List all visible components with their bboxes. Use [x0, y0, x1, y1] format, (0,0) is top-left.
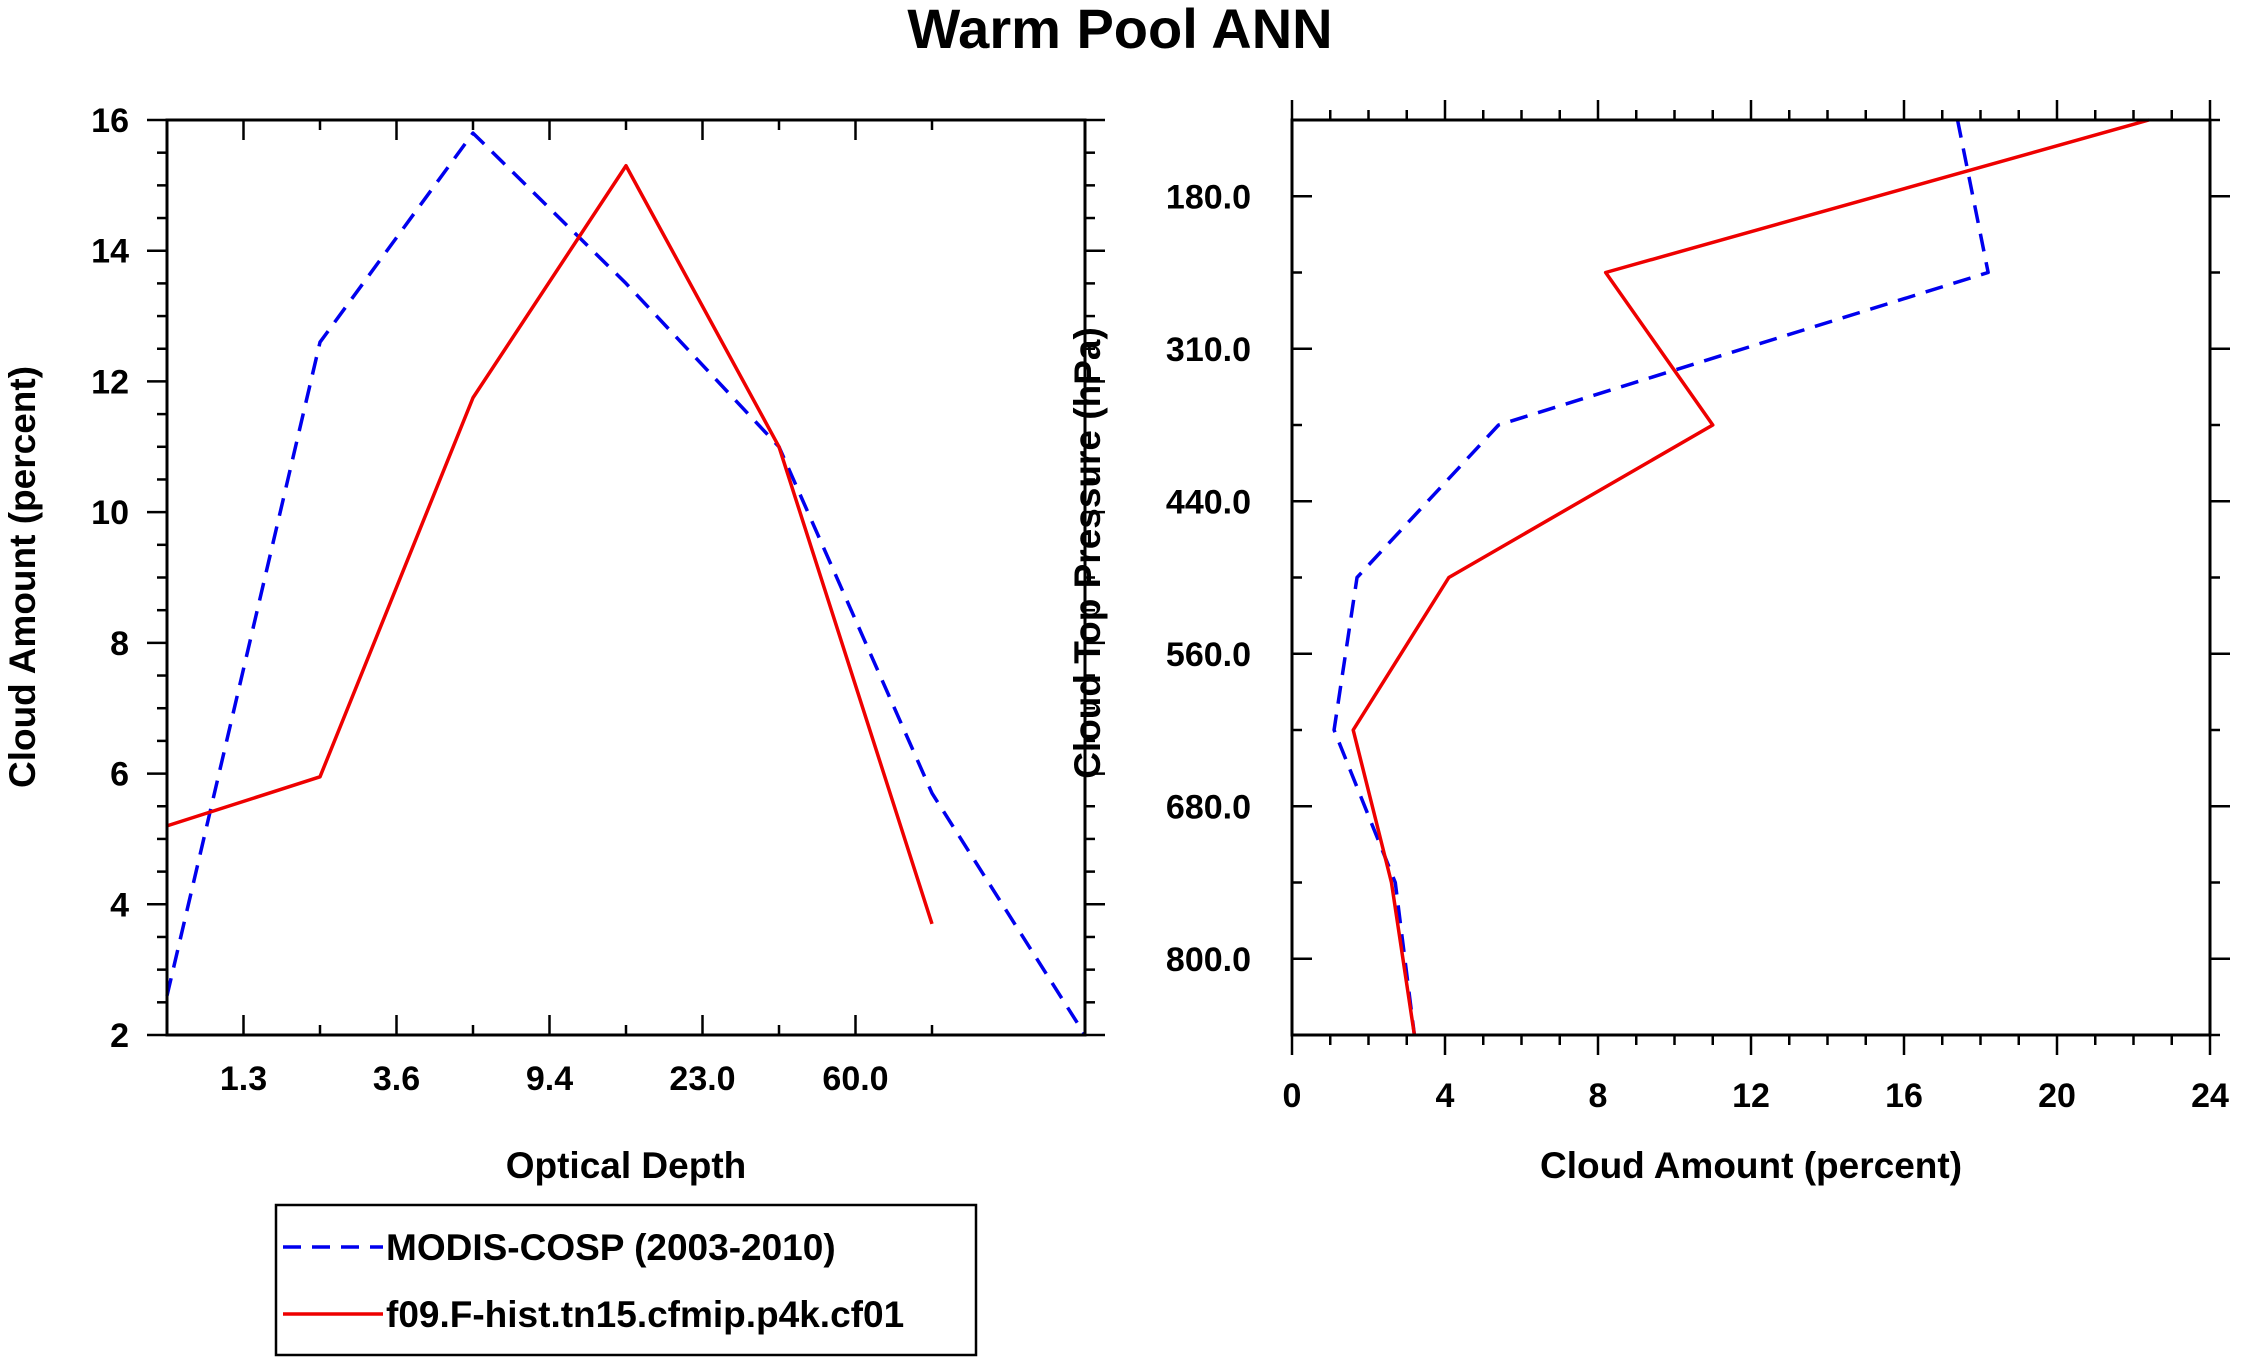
right-x-tick-label: 0 [1283, 1077, 1302, 1115]
left-y-tick-label: 10 [91, 494, 129, 532]
left-y-tick-label: 12 [91, 363, 129, 401]
legend-box [274, 1203, 978, 1357]
right-y-tick-label: 680.0 [1166, 788, 1251, 826]
left-plot: 1.3 3.6 9.4 23.0 60.0 2 4 6 8 10 12 14 16 Optical De… [2, 102, 1105, 1186]
right-x-tick-label: 20 [2038, 1077, 2076, 1115]
right-y-tick-label: 440.0 [1166, 483, 1251, 521]
right-plot-frame [1290, 118, 2212, 1037]
right-series-modis-line [1332, 119, 1990, 1036]
left-ticks-layer: 1.3 3.6 9.4 23.0 60.0 2 4 6 8 10 12 14 16 [91, 102, 1105, 1098]
right-y-tick-label: 560.0 [1166, 636, 1251, 674]
left-x-tick-label: 3.6 [373, 1060, 420, 1098]
right-y-tick-label: 800.0 [1166, 941, 1251, 979]
left-series-model-line [166, 164, 934, 925]
left-x-tick-label: 60.0 [822, 1060, 888, 1098]
right-series-model-line [1351, 118, 2150, 1036]
right-y-tick-label: 180.0 [1166, 178, 1251, 216]
left-plot-frame [165, 118, 1087, 1037]
left-x-axis-label: Optical Depth [506, 1145, 747, 1186]
left-x-tick-label: 9.4 [526, 1060, 573, 1098]
left-y-tick-label: 16 [91, 102, 129, 140]
right-ticks-layer: 0 4 8 12 16 20 24 180.0 310.0 440.0 560.0 680.0 800.… [1166, 100, 2230, 1115]
right-y-tick-label: 310.0 [1166, 331, 1251, 369]
left-x-tick-label: 1.3 [220, 1060, 267, 1098]
left-y-tick-label: 8 [110, 625, 129, 663]
right-plot: 0 4 8 12 16 20 24 180.0 310.0 440.0 560.0 680.0 800.… [1067, 100, 2230, 1186]
legend-label-modis: MODIS-COSP (2003-2010) [386, 1227, 836, 1268]
left-y-tick-label: 2 [110, 1017, 129, 1055]
left-y-axis-label: Cloud Amount (percent) [2, 366, 43, 788]
right-x-tick-label: 12 [1732, 1077, 1770, 1115]
left-series-layer [165, 131, 1087, 1036]
legend-label-model: f09.F-hist.tn15.cfmip.p4k.cf01 [386, 1294, 904, 1335]
right-x-tick-label: 4 [1436, 1077, 1455, 1115]
right-y-axis-label: Cloud Top Pressure (hPa) [1067, 327, 1108, 779]
left-y-tick-label: 6 [110, 756, 129, 794]
left-y-tick-label: 14 [91, 233, 129, 271]
right-x-tick-label: 16 [1885, 1077, 1923, 1115]
right-series-layer [1332, 118, 2150, 1036]
left-y-tick-label: 4 [110, 886, 129, 924]
left-x-tick-label: 23.0 [669, 1060, 735, 1098]
right-x-tick-label: 24 [2191, 1077, 2229, 1115]
legend: MODIS-COSP (2003-2010) f09.F-hist.tn15.c… [274, 1203, 978, 1357]
right-x-tick-label: 8 [1589, 1077, 1608, 1115]
right-x-axis-label: Cloud Amount (percent) [1540, 1145, 1962, 1186]
left-series-modis-line [165, 131, 1087, 1036]
figure-title: Warm Pool ANN [907, 0, 1332, 60]
